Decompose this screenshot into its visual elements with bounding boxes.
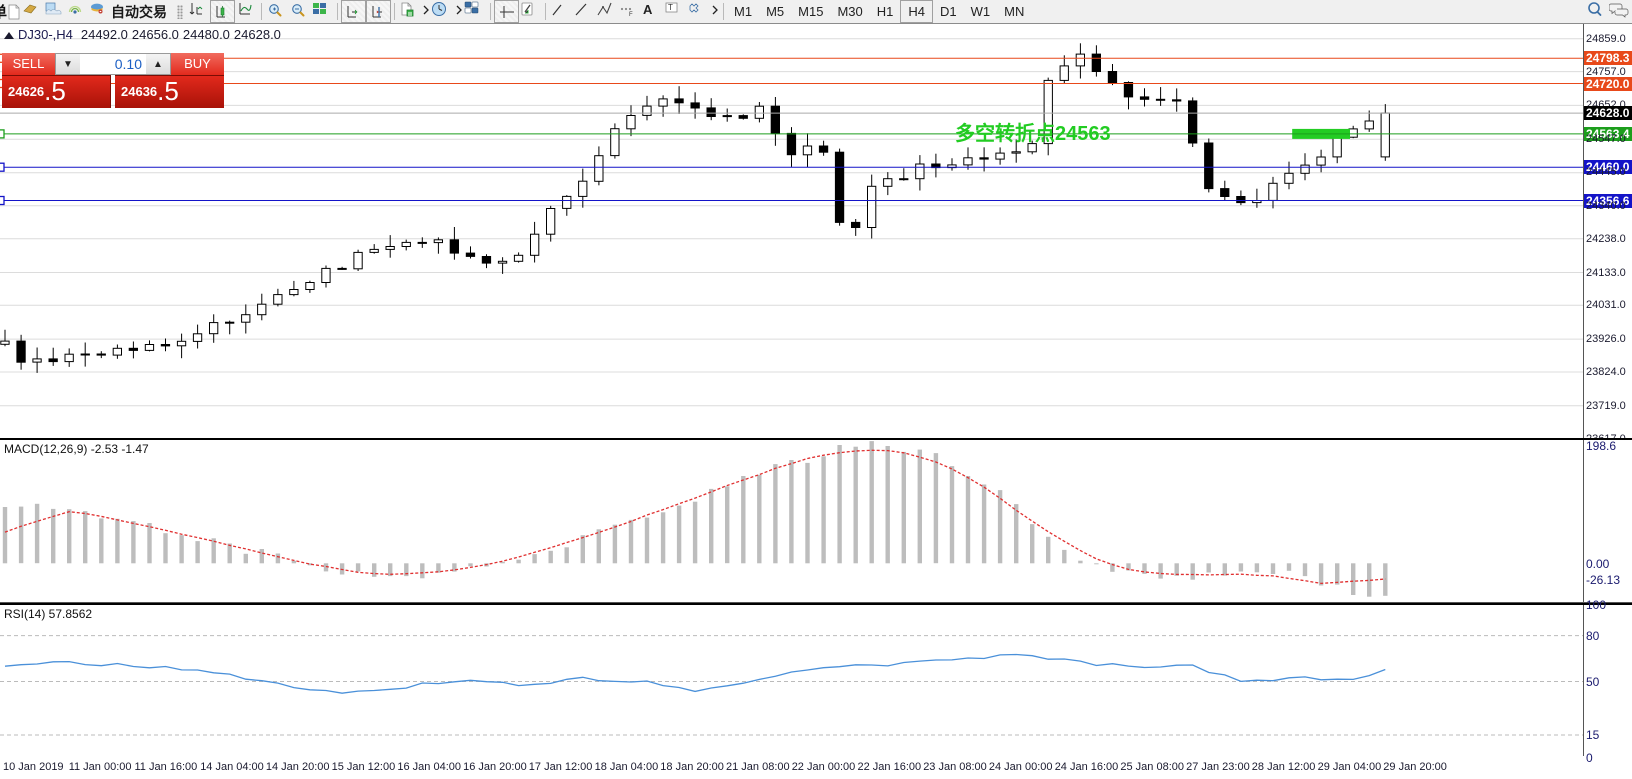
svg-text:A: A: [643, 2, 653, 17]
svg-text:多空转折点24563: 多空转折点24563: [955, 121, 1111, 145]
svg-text:F: F: [629, 12, 633, 18]
svg-text:T: T: [668, 3, 673, 12]
